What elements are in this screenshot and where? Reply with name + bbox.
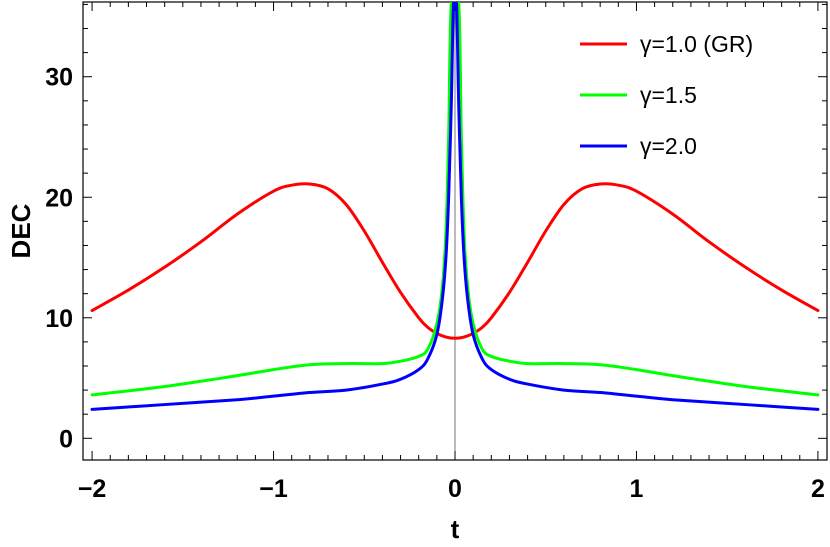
y-tick-label: 30 [45, 64, 73, 92]
x-tick-label: 2 [811, 475, 825, 503]
series-line-gamma-1-0-gr [90, 182, 820, 340]
x-tick-label: 0 [448, 475, 462, 503]
legend-label-gamma-2-0: γ=2.0 [640, 133, 697, 159]
x-axis-ticks: −2 −1 0 1 2 [78, 2, 825, 503]
x-tick-label: −1 [259, 475, 288, 503]
series-lines [90, 2, 820, 411]
series-line-gamma-1-5 [90, 2, 820, 397]
legend-label-gamma-1-0-gr: γ=1.0 (GR) [640, 31, 753, 57]
x-tick-label: −2 [78, 475, 107, 503]
legend: γ=1.0 (GR) γ=1.5 γ=2.0 [580, 31, 753, 159]
y-axis-ticks: 0 10 20 30 [45, 3, 827, 453]
series-line-gamma-2-0 [90, 2, 820, 411]
y-tick-label: 20 [45, 184, 73, 212]
legend-label-gamma-1-5: γ=1.5 [640, 82, 697, 108]
y-tick-label: 10 [45, 305, 73, 333]
y-axis-label: DEC [6, 203, 36, 258]
x-axis-label: t [451, 514, 460, 544]
series-clip-group [90, 2, 820, 411]
y-tick-label: 0 [59, 425, 73, 453]
x-tick-label: 1 [630, 475, 644, 503]
